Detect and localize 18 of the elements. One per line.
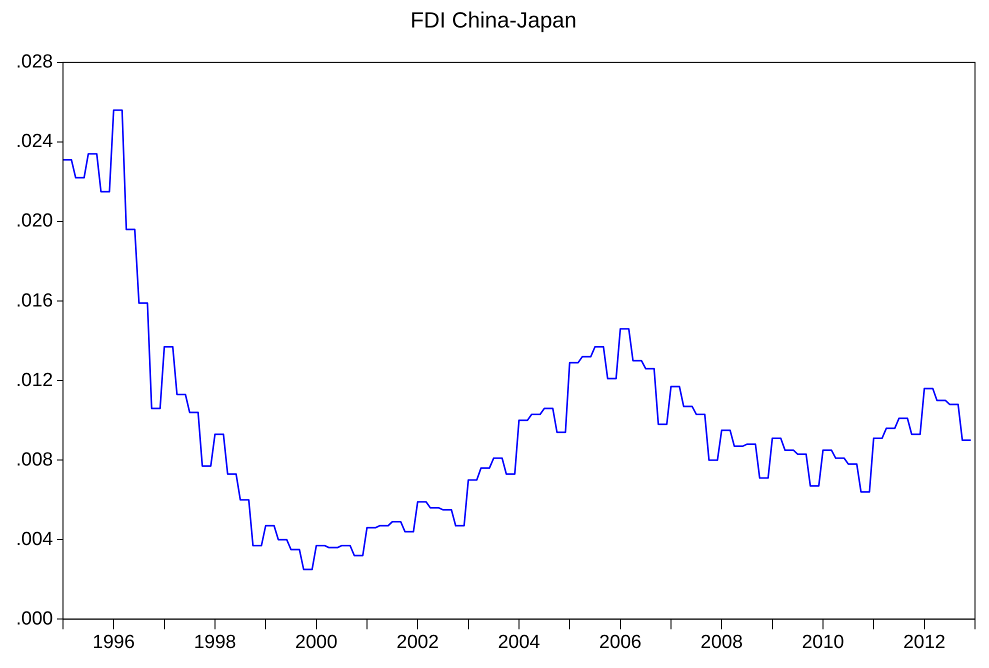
y-tick-label: .000: [16, 608, 53, 630]
y-tick-label: .028: [16, 52, 53, 73]
y-tick-label: .024: [16, 131, 54, 152]
y-tick-label: .004: [16, 528, 54, 550]
x-tick-label: 1996: [92, 632, 135, 653]
x-tick-label: 2012: [903, 632, 946, 653]
y-tick-label: .012: [16, 370, 53, 391]
x-tick-label: 2006: [599, 632, 642, 653]
x-tick-label: 2004: [498, 632, 541, 653]
x-tick-label: 2002: [396, 632, 439, 653]
chart-title: FDI China-Japan: [410, 7, 577, 32]
x-tick-label: 2000: [295, 632, 338, 653]
x-tick-label: 2010: [802, 632, 844, 653]
x-tick-label: 1998: [194, 632, 236, 653]
y-tick-label: .020: [16, 210, 53, 232]
y-tick-label: .016: [16, 290, 53, 312]
y-tick-label: .008: [16, 449, 53, 470]
x-tick-label: 2008: [700, 632, 743, 653]
